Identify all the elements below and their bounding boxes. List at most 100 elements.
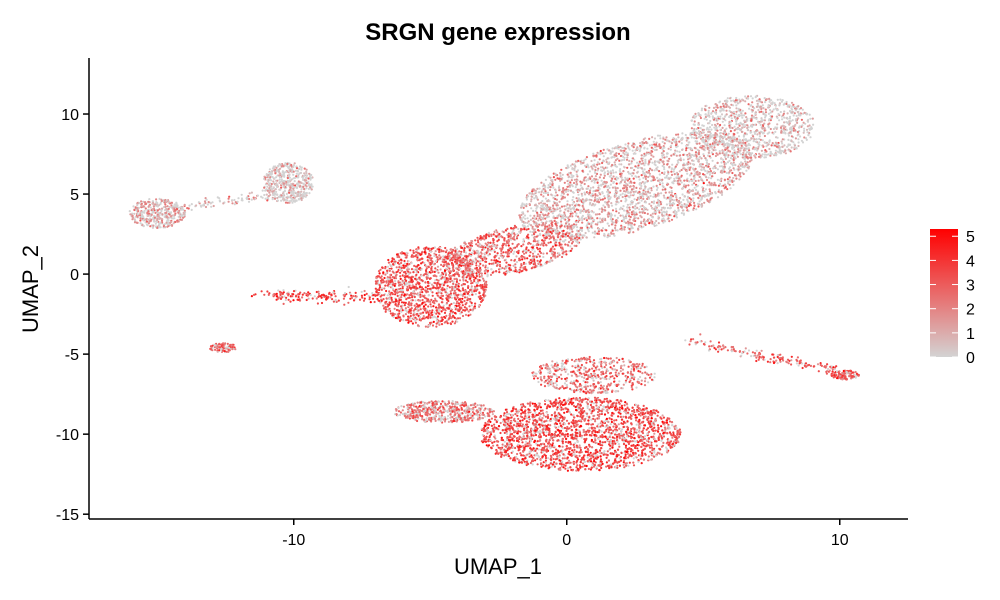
cell-point bbox=[736, 153, 739, 156]
cell-point bbox=[639, 141, 642, 145]
cell-point bbox=[447, 307, 450, 310]
cell-point bbox=[586, 223, 589, 226]
cell-point bbox=[751, 105, 754, 108]
cell-point bbox=[619, 145, 622, 148]
cell-point bbox=[707, 128, 710, 131]
cell-point bbox=[682, 213, 686, 216]
cell-point bbox=[766, 142, 769, 145]
cell-point bbox=[653, 193, 656, 196]
cell-point bbox=[644, 201, 648, 204]
cell-point bbox=[624, 147, 627, 150]
cell-point bbox=[609, 152, 612, 155]
cell-point bbox=[759, 100, 762, 103]
cell-point bbox=[710, 192, 713, 195]
cell-point bbox=[747, 142, 750, 145]
cell-point bbox=[458, 263, 461, 267]
cell-point bbox=[606, 173, 610, 176]
cell-point bbox=[594, 168, 597, 172]
cell-point bbox=[554, 178, 557, 181]
cell-point bbox=[431, 270, 434, 274]
cell-point bbox=[730, 117, 733, 120]
cell-point bbox=[596, 189, 600, 192]
cell-point bbox=[395, 300, 398, 303]
cell-point bbox=[737, 123, 740, 126]
cell-point bbox=[809, 117, 812, 120]
cell-point bbox=[386, 294, 389, 297]
cell-point bbox=[580, 181, 583, 184]
cell-point bbox=[716, 178, 720, 181]
cell-point bbox=[794, 129, 797, 132]
cell-point bbox=[633, 217, 636, 220]
cell-point bbox=[604, 200, 607, 204]
cell-point bbox=[464, 313, 468, 316]
cell-point bbox=[467, 310, 470, 313]
cell-point bbox=[621, 207, 624, 210]
cell-point bbox=[651, 169, 654, 172]
cell-point bbox=[521, 203, 524, 206]
cell-point bbox=[646, 195, 649, 198]
cell-point bbox=[412, 268, 416, 271]
cell-point bbox=[427, 247, 430, 250]
cell-point bbox=[720, 165, 724, 168]
cell-point bbox=[669, 144, 673, 147]
cell-point bbox=[549, 188, 552, 192]
cell-point bbox=[452, 273, 455, 277]
cell-point bbox=[623, 184, 626, 187]
cell-point bbox=[656, 166, 659, 169]
cell-point bbox=[448, 312, 451, 316]
cell-point bbox=[399, 252, 402, 255]
cell-point bbox=[461, 297, 464, 300]
cell-point bbox=[647, 152, 650, 155]
cell-point bbox=[788, 143, 792, 146]
cell-point bbox=[463, 299, 466, 303]
cell-point bbox=[714, 154, 718, 158]
cell-point bbox=[739, 167, 742, 171]
cell-point bbox=[751, 152, 754, 155]
cell-point bbox=[586, 191, 589, 194]
cell-point bbox=[639, 205, 642, 208]
cell-point bbox=[584, 193, 587, 196]
cell-point bbox=[399, 277, 402, 280]
cell-point bbox=[424, 307, 427, 310]
cell-point bbox=[619, 206, 623, 209]
cell-point bbox=[397, 284, 401, 287]
cell-point bbox=[708, 144, 711, 147]
cell-point bbox=[667, 183, 670, 186]
cell-point bbox=[666, 196, 669, 199]
cell-point bbox=[687, 184, 690, 187]
cell-point bbox=[547, 193, 550, 196]
cell-point bbox=[554, 209, 557, 212]
cell-point bbox=[737, 135, 741, 138]
cell-point bbox=[411, 322, 414, 325]
cell-point bbox=[737, 148, 740, 151]
cell-point bbox=[758, 137, 761, 140]
cell-point bbox=[705, 128, 708, 131]
cell-point bbox=[558, 200, 561, 203]
cell-point bbox=[631, 206, 635, 209]
cell-point bbox=[428, 256, 431, 259]
cell-point bbox=[566, 200, 569, 203]
cell-point bbox=[740, 161, 743, 164]
cell-point bbox=[656, 186, 659, 189]
cell-point bbox=[742, 134, 746, 137]
cell-point bbox=[704, 109, 707, 112]
cell-point bbox=[428, 287, 432, 290]
cell-point bbox=[728, 139, 731, 142]
cell-point bbox=[733, 155, 736, 158]
cell-point bbox=[402, 315, 405, 318]
cell-point bbox=[712, 134, 715, 137]
cell-point bbox=[686, 177, 689, 180]
cell-point bbox=[443, 321, 446, 324]
cell-point bbox=[439, 268, 442, 271]
cell-point bbox=[765, 145, 768, 148]
cell-point bbox=[720, 190, 723, 193]
cell-point bbox=[718, 142, 721, 145]
cell-point bbox=[406, 293, 409, 296]
cell-point bbox=[551, 183, 554, 187]
cell-point bbox=[628, 208, 632, 211]
cell-point bbox=[556, 207, 559, 210]
cell-point bbox=[413, 304, 416, 307]
cell-point bbox=[739, 139, 742, 142]
cell-point bbox=[389, 263, 392, 266]
cell-point bbox=[619, 193, 622, 196]
